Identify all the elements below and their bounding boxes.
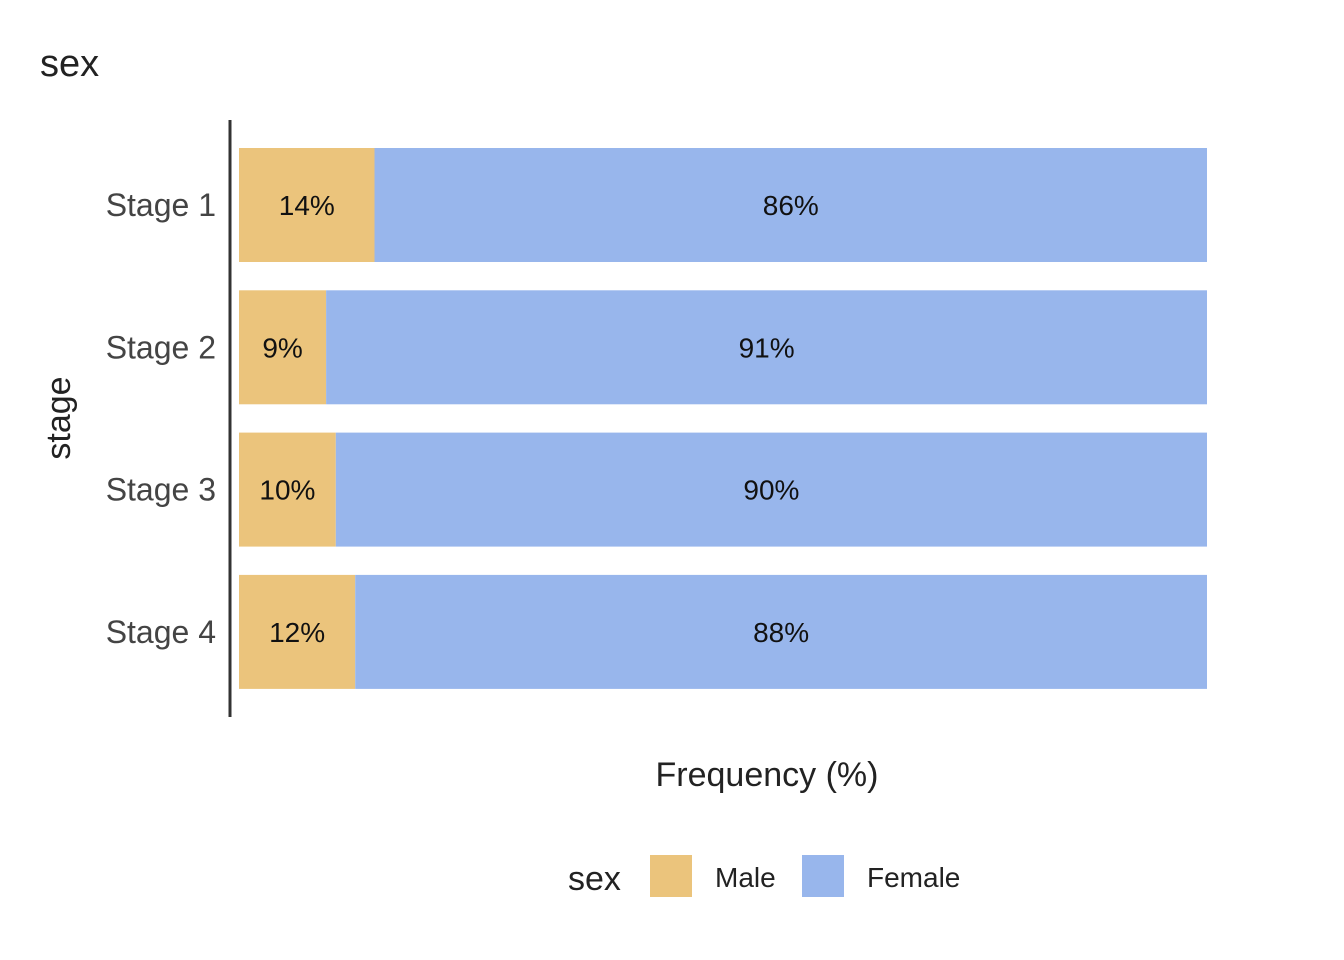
bar-label-male-stage-3: 10% (259, 475, 315, 506)
y-tick-label: Stage 4 (106, 614, 216, 650)
bar-male-stage-2 (239, 290, 327, 405)
bar-label-female-stage-2: 91% (739, 332, 795, 363)
bar-label-female-stage-4: 88% (753, 617, 809, 648)
bar-female-stage-1 (374, 148, 1207, 262)
bar-label-female-stage-3: 90% (743, 475, 799, 506)
legend-title: sex (568, 860, 621, 898)
bar-female-stage-3 (335, 432, 1207, 547)
legend-label-male: Male (715, 862, 776, 893)
legend-label-female: Female (867, 862, 960, 893)
y-axis-title: stage (40, 376, 78, 459)
bar-label-male-stage-2: 9% (262, 332, 302, 363)
legend: sex Male Female (568, 855, 960, 898)
legend-swatch-male (650, 855, 692, 897)
bars-group: 14% 86% 9% 91% 10% 90% 12% 88% (239, 148, 1208, 689)
bar-label-male-stage-1: 14% (279, 190, 335, 221)
y-tick-label: Stage 2 (106, 329, 216, 365)
legend-swatch-female (802, 855, 844, 897)
bar-label-male-stage-4: 12% (269, 617, 325, 648)
bar-male-stage-4 (239, 574, 356, 689)
bar-female-stage-4 (355, 574, 1207, 689)
chart-title: sex (40, 43, 99, 85)
bar-female-stage-2 (326, 290, 1208, 405)
bar-male-stage-1 (239, 148, 375, 262)
bar-label-female-stage-1: 86% (763, 190, 819, 221)
y-tick-label: Stage 1 (106, 187, 216, 223)
y-tick-label: Stage 3 (106, 472, 216, 508)
bar-male-stage-3 (239, 432, 336, 547)
y-tick-labels: Stage 1 Stage 2 Stage 3 Stage 4 (106, 187, 216, 650)
x-axis-title: Frequency (%) (656, 756, 879, 794)
